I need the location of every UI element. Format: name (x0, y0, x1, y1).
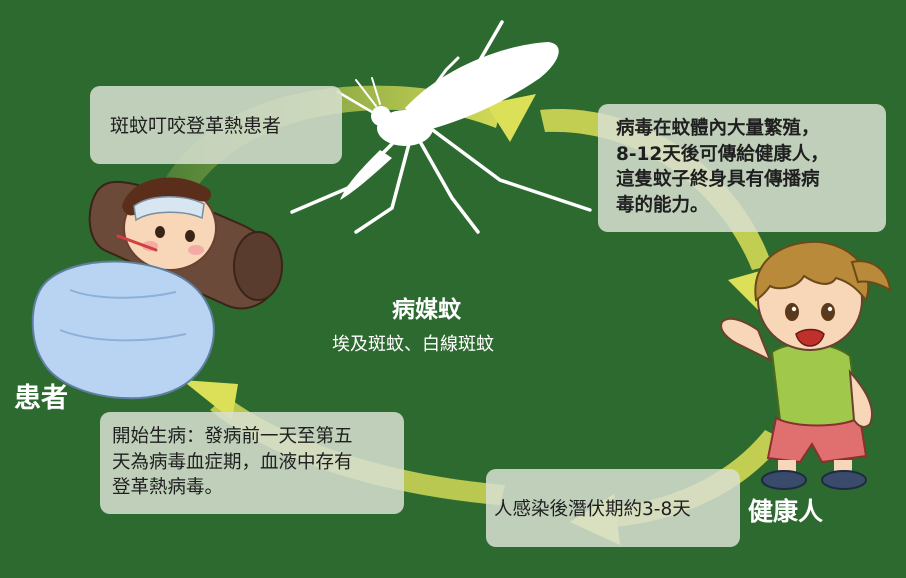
step-incubation-box: 人感染後潛伏期約3-8天 (486, 469, 740, 547)
step-onset-line: 天為病毒血症期，血液中存有 (112, 451, 353, 473)
vector-species-label: 埃及斑蚊、白線斑蚊 (332, 334, 494, 355)
step-virus-line: 這隻蚊子終身具有傳播病 (616, 169, 820, 191)
mosquito-icon (290, 20, 592, 234)
step-onset-line: 登革熱病毒。 (112, 477, 224, 499)
step-bite-box: 斑蚊叮咬登革熱患者 (90, 86, 342, 164)
step-virus-box: 病毒在蚊體內大量繁殖， 8-12天後可傳給健康人， 這隻蚊子終身具有傳播病 毒的… (598, 104, 886, 232)
step-virus-line: 毒的能力。 (616, 194, 709, 216)
healthy-child-icon (720, 240, 892, 490)
patient-label: 患者 (14, 383, 68, 414)
step-bite-line: 斑蚊叮咬登革熱患者 (110, 115, 282, 137)
step-incubation-line: 人感染後潛伏期約3-8天 (494, 499, 691, 520)
step-virus-line: 病毒在蚊體內大量繁殖， (616, 118, 820, 139)
cycle-arrow-icon (182, 380, 505, 505)
sick-patient-icon (31, 177, 283, 400)
step-onset-line: 開始生病：發病前一天至第五 (112, 426, 353, 447)
vector-mosquito-label: 病媒蚊 (392, 297, 461, 323)
step-onset-box: 開始生病：發病前一天至第五 天為病毒血症期，血液中存有 登革熱病毒。 (100, 412, 404, 514)
step-virus-line: 8-12天後可傳給健康人， (616, 143, 829, 165)
healthy-person-label: 健康人 (748, 497, 824, 526)
